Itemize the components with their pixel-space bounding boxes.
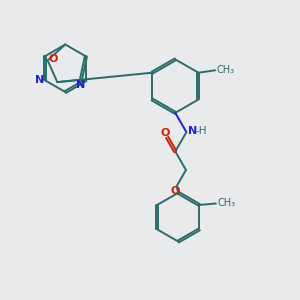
Text: CH₃: CH₃ [216,65,234,75]
Text: O: O [161,128,170,138]
Text: O: O [171,186,180,196]
Text: N: N [188,126,197,136]
Text: N: N [76,80,86,90]
Text: -H: -H [195,126,207,136]
Text: O: O [48,54,58,64]
Text: CH₃: CH₃ [217,199,235,208]
Text: N: N [35,75,44,85]
